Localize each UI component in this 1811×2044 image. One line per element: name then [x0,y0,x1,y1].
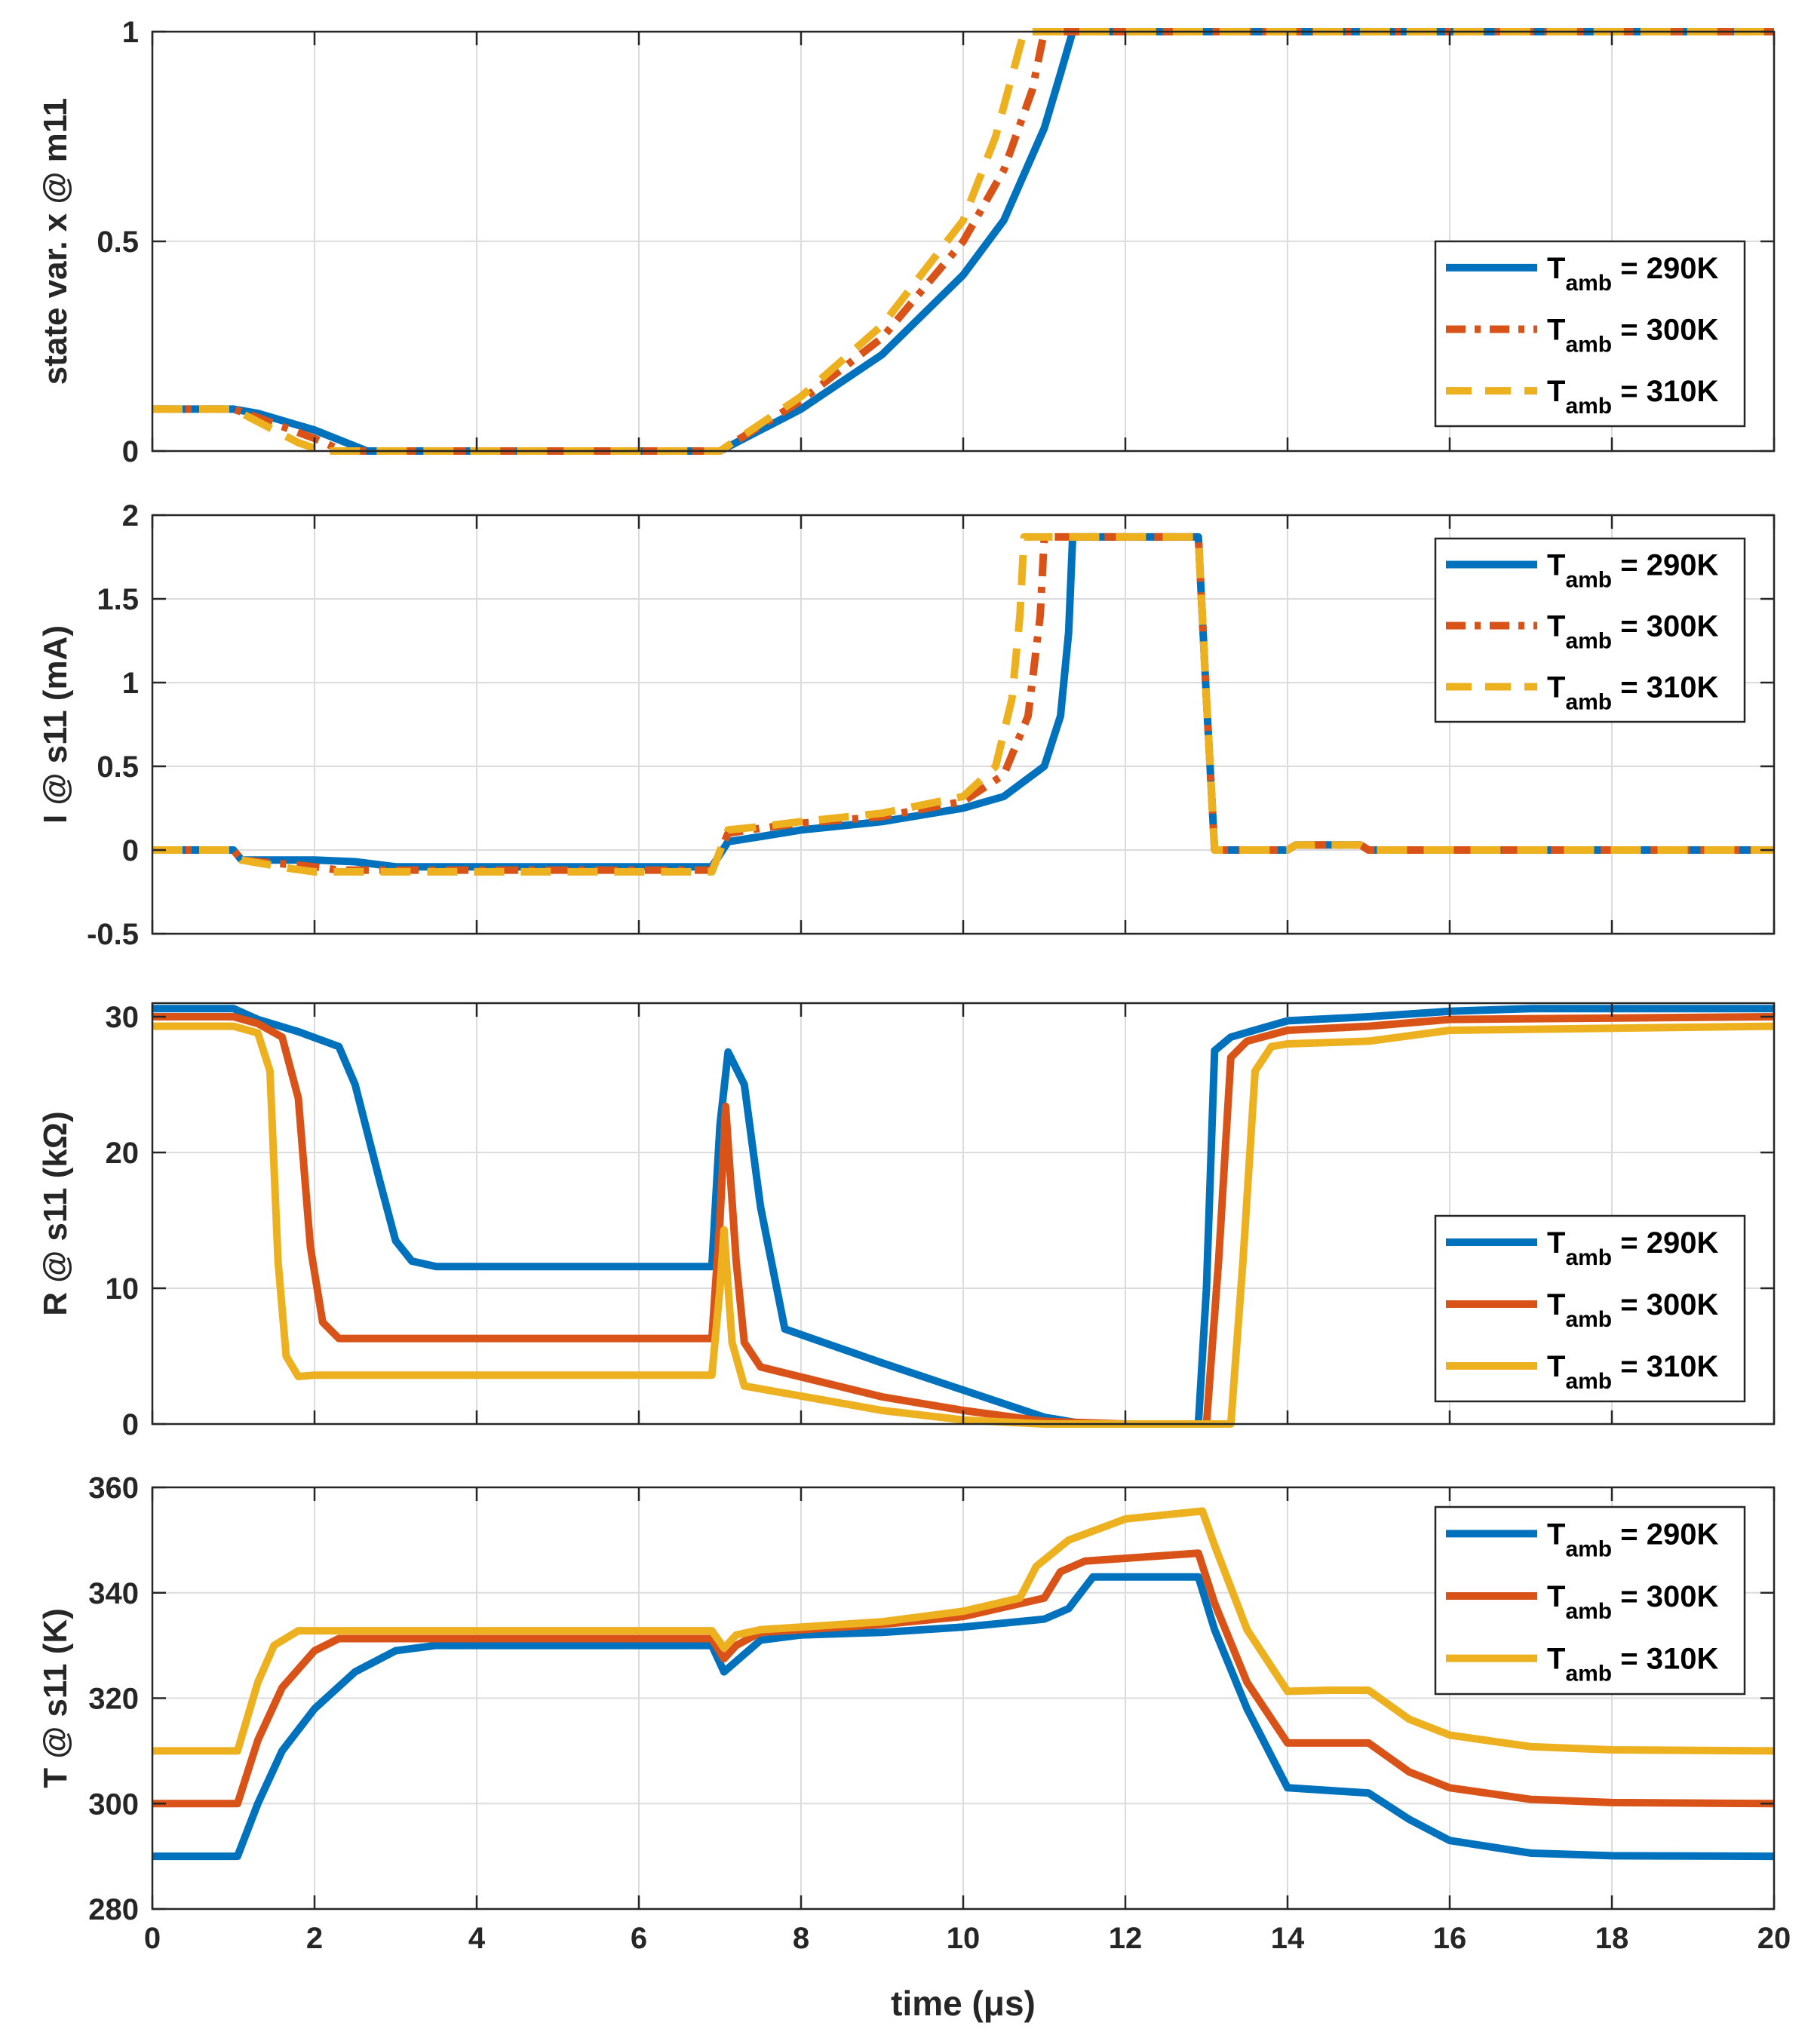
x-tick-label: 20 [1757,1922,1791,1955]
panel-current: -0.500.511.52I @ s11 (mA)Tamb = 290KTamb… [37,499,1776,951]
series-line-3 [152,532,1774,876]
legend-label: Tamb = 300K [1547,1580,1718,1624]
x-axis-label: time (μs) [891,1984,1036,2023]
series-line-1 [152,1005,1774,1428]
legend-label: Tamb = 290K [1547,252,1718,296]
legend-label: Tamb = 300K [1547,1288,1718,1332]
x-tick-label: 16 [1433,1922,1467,1955]
x-tick-label: 6 [631,1922,647,1955]
series-line-2 [152,1013,1774,1428]
x-tick-label: 8 [793,1922,809,1955]
y-tick-label: 20 [106,1137,140,1170]
y-tick-label: 340 [88,1577,139,1610]
y-tick-label: 1.5 [97,583,139,616]
legend-label: Tamb = 300K [1547,314,1718,358]
x-tick-label: 0 [144,1922,161,1955]
y-tick-label: 320 [88,1683,139,1716]
legend-box [1434,240,1746,428]
y-tick-label: 360 [88,1472,139,1505]
x-tick-label: 2 [306,1922,323,1955]
legend: Tamb = 290K Tamb = 300K Tamb = 310K [1434,1214,1746,1403]
series-line-1 [152,28,1774,455]
y-axis-label: R @ s11 (kΩ) [37,1111,74,1315]
legend-label: Tamb = 310K [1547,671,1718,715]
panel-temperature: 280 300 320 340 360 0 2 4 6 8 10 12 14 16 18 20 T @ s11 … [37,1472,1791,1955]
legend: Tamb = 290K Tamb = 300K Tamb = 310K [1434,240,1746,428]
x-tick-label: 10 [947,1922,981,1955]
legend-label: Tamb = 310K [1547,1350,1718,1394]
series-line-1 [152,1573,1774,1861]
y-axis-label: T @ s11 (K) [37,1608,74,1788]
y-tick-label: 280 [88,1893,139,1926]
legend-box [1434,1214,1746,1403]
legend: Tamb = 290K Tamb = 300K Tamb = 310K [1434,1505,1746,1696]
x-tick-label: 14 [1271,1922,1305,1955]
y-tick-label: 1 [122,667,139,700]
legend-box [1434,1505,1746,1696]
legend-label: Tamb = 290K [1547,1226,1718,1270]
y-axis-label: I @ s11 (mA) [37,625,74,824]
legend: Tamb = 290K Tamb = 300K Tamb = 310K [1434,537,1746,723]
x-tick-label: 4 [468,1922,486,1955]
y-tick-label: 2 [122,499,139,532]
panel-resistance: 0 10 20 30 R @ s11 (kΩ) Tamb = 290K Tamb = 300… [37,1001,1776,1441]
y-tick-label: 10 [106,1272,140,1306]
legend-label: Tamb = 300K [1547,610,1718,654]
series-line-2 [152,1549,1774,1808]
legend-label: Tamb = 290K [1547,1518,1718,1561]
legend-label: Tamb = 290K [1547,549,1718,593]
y-tick-label: 0.5 [97,226,139,259]
y-tick-label: 0 [122,435,139,468]
legend-label: Tamb = 310K [1547,375,1718,419]
y-axis-label: state var. x @ m11 [37,98,74,385]
y-tick-label: -0.5 [87,918,139,951]
legend-box [1434,537,1746,723]
series-line-3 [152,1022,1774,1428]
y-tick-label: 30 [106,1001,140,1034]
y-tick-label: 300 [88,1788,139,1821]
y-tick-label: 0 [122,834,139,867]
y-tick-label: 0 [122,1408,139,1441]
x-tick-label: 18 [1595,1922,1629,1955]
y-tick-label: 1 [122,16,139,49]
y-tick-label: 0.5 [97,750,139,784]
series-line-3 [152,1507,1774,1755]
x-tick-label: 12 [1109,1922,1143,1955]
series-line-3 [152,28,1774,455]
legend-label: Tamb = 310K [1547,1643,1718,1686]
